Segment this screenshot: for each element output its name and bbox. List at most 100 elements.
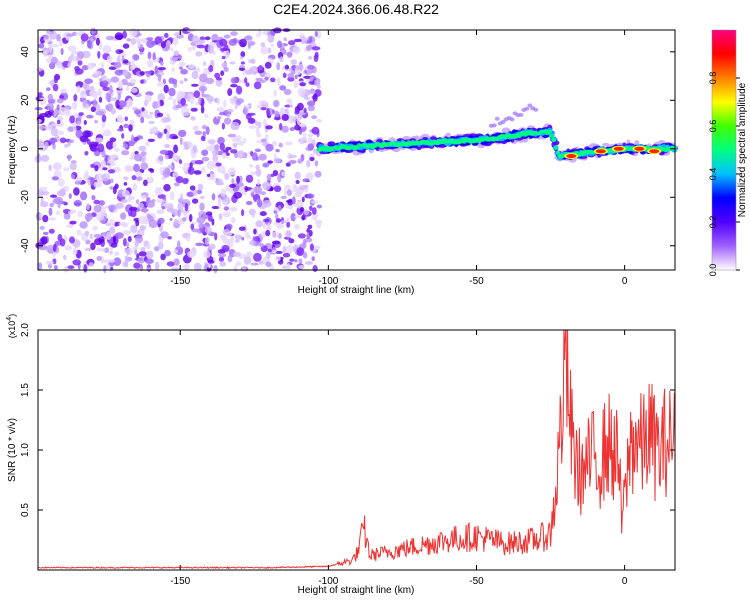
noise-blob	[219, 38, 228, 47]
noise-blob	[130, 87, 138, 93]
noise-blob	[307, 133, 314, 137]
noise-blob	[97, 88, 102, 97]
noise-blob	[92, 225, 98, 231]
noise-blob	[145, 114, 153, 119]
noise-blob	[182, 177, 189, 185]
noise-blob	[140, 79, 144, 84]
noise-blob	[187, 64, 195, 69]
noise-blob	[118, 49, 124, 53]
colorbar: 0.0 0.2 0.4 0.6 0.8 Normalized spectral ampl…	[708, 29, 748, 276]
noise-blob	[316, 84, 321, 89]
noise-blob	[53, 110, 57, 117]
noise-blob	[103, 265, 107, 274]
noise-blob	[253, 228, 257, 235]
noise-blob	[56, 33, 61, 42]
noise-blob	[113, 251, 120, 256]
noise-blob	[311, 207, 317, 215]
noise-blob	[296, 201, 304, 209]
noise-blob	[51, 44, 60, 48]
noise-blob	[256, 133, 262, 138]
noise-blob	[260, 107, 267, 111]
noise-blob	[67, 154, 71, 162]
noise-blob	[95, 137, 104, 143]
noise-blob	[160, 41, 166, 49]
noise-blob	[215, 77, 223, 81]
noise-blob	[157, 217, 165, 225]
noise-blob	[215, 182, 225, 186]
noise-blob	[286, 221, 291, 228]
noise-blob	[145, 243, 151, 250]
noise-blob	[135, 199, 140, 205]
noise-blob	[147, 138, 155, 142]
noise-blob	[251, 152, 258, 161]
noise-blob	[37, 125, 45, 130]
noise-blob	[291, 65, 296, 69]
upper-branch-blob	[533, 107, 539, 112]
spectrogram-y-axis: -40 -20 0 20 40	[20, 46, 675, 253]
noise-blob	[272, 109, 275, 115]
noise-blob	[86, 203, 90, 211]
noise-blob	[116, 128, 124, 132]
noise-blob	[95, 37, 100, 46]
noise-blob	[286, 189, 292, 197]
noise-blob	[215, 162, 222, 167]
noise-blob	[39, 226, 45, 230]
upper-branch-blob	[491, 123, 497, 128]
noise-blob	[59, 238, 66, 247]
noise-blob	[117, 80, 124, 90]
noise-blob	[76, 85, 81, 93]
noise-blob	[49, 30, 58, 40]
noise-blob	[172, 78, 178, 85]
noise-blob	[214, 144, 220, 152]
noise-blob	[53, 75, 59, 84]
noise-blob	[250, 58, 256, 64]
noise-blob	[159, 99, 165, 107]
noise-blob	[149, 111, 154, 115]
snr-x-axis: -150 -100 -50 0	[170, 330, 628, 587]
noise-blob	[222, 201, 228, 206]
noise-blob	[196, 44, 206, 49]
noise-blob	[131, 175, 137, 181]
noise-blob	[138, 202, 144, 209]
noise-blob	[287, 205, 294, 210]
signal-peak-core	[595, 149, 606, 154]
noise-blob	[115, 232, 124, 239]
noise-blob	[115, 202, 124, 209]
noise-blob	[228, 38, 237, 46]
noise-blob	[178, 129, 187, 138]
noise-blob	[284, 184, 292, 190]
noise-blob	[182, 165, 189, 172]
noise-blob	[281, 114, 289, 121]
noise-blob	[287, 115, 296, 124]
spectrogram-panel: -150 -100 -50 0 -40 -20 0 20 40 Height of strai…	[7, 27, 679, 296]
noise-blob	[225, 231, 233, 237]
noise-blob	[304, 261, 314, 265]
noise-blob	[84, 213, 93, 221]
noise-blob	[173, 182, 180, 187]
noise-blob	[241, 236, 245, 241]
noise-blob	[93, 204, 102, 213]
noise-blob	[211, 193, 216, 201]
noise-blob	[147, 51, 152, 60]
noise-blob	[91, 27, 96, 35]
noise-blob	[79, 221, 88, 229]
noise-blob	[122, 59, 129, 64]
noise-blob	[216, 106, 225, 112]
noise-blob	[192, 189, 198, 196]
noise-blob	[230, 216, 236, 224]
noise-blob	[234, 234, 242, 240]
noise-blob	[137, 256, 145, 264]
noise-blob	[229, 183, 236, 188]
noise-blob	[108, 169, 116, 174]
noise-blob	[109, 137, 117, 143]
noise-blob	[140, 151, 147, 157]
noise-blob	[221, 244, 230, 252]
noise-blob	[89, 233, 93, 240]
noise-blob	[293, 38, 302, 43]
noise-blob	[57, 130, 65, 135]
noise-blob	[48, 164, 52, 172]
noise-blob	[160, 253, 166, 261]
noise-blob	[316, 204, 322, 209]
noise-blob	[207, 139, 216, 145]
noise-blob	[122, 143, 128, 149]
